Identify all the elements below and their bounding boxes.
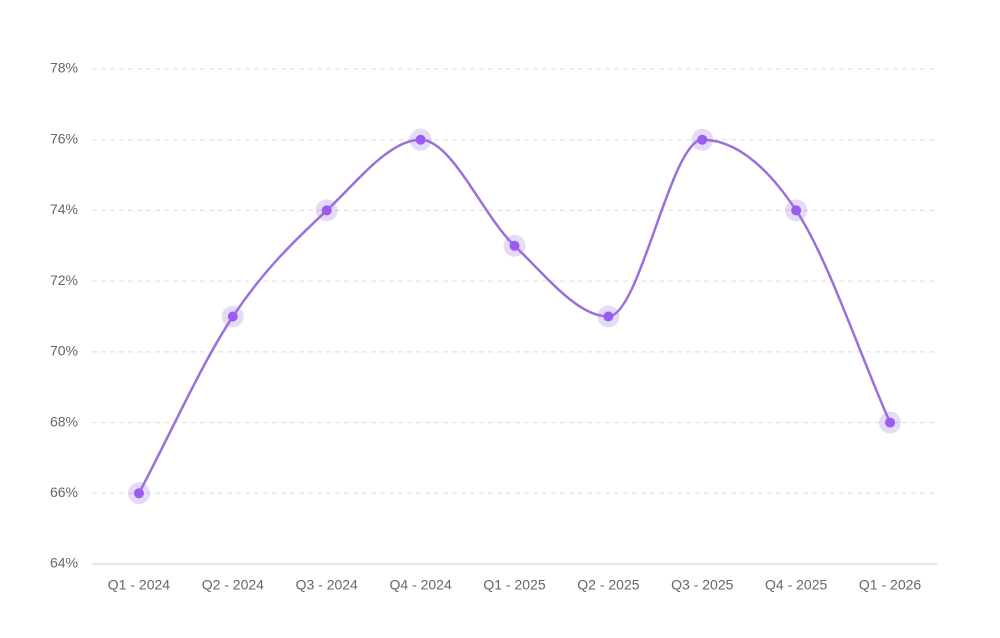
- point: [885, 417, 896, 428]
- x-tick-label: Q1 - 2026: [859, 577, 921, 593]
- point: [603, 311, 614, 322]
- x-tick-label: Q3 - 2024: [296, 577, 358, 593]
- x-tick-label: Q3 - 2025: [671, 577, 733, 593]
- x-tick-label: Q4 - 2024: [389, 577, 451, 593]
- y-tick-label: 70%: [50, 343, 78, 359]
- point: [791, 205, 802, 216]
- y-tick-label: 68%: [50, 413, 78, 429]
- y-tick-label: 72%: [50, 272, 78, 288]
- y-tick-label: 64%: [50, 555, 78, 571]
- x-tick-label: Q2 - 2024: [202, 577, 264, 593]
- y-tick-label: 66%: [50, 484, 78, 500]
- line: [137, 138, 892, 494]
- y-tick-label: 78%: [50, 60, 78, 76]
- y-tick-label: 76%: [50, 130, 78, 146]
- point: [321, 205, 332, 216]
- point: [697, 134, 708, 145]
- point: [133, 488, 144, 499]
- point: [415, 134, 426, 145]
- x-tick-label: Q1 - 2025: [483, 577, 545, 593]
- x-tick-label: Q1 - 2024: [108, 577, 170, 593]
- point: [227, 311, 238, 322]
- x-tick-label: Q4 - 2025: [765, 577, 827, 593]
- x-tick-label: Q2 - 2025: [577, 577, 639, 593]
- y-tick-label: 74%: [50, 201, 78, 217]
- point: [509, 240, 520, 251]
